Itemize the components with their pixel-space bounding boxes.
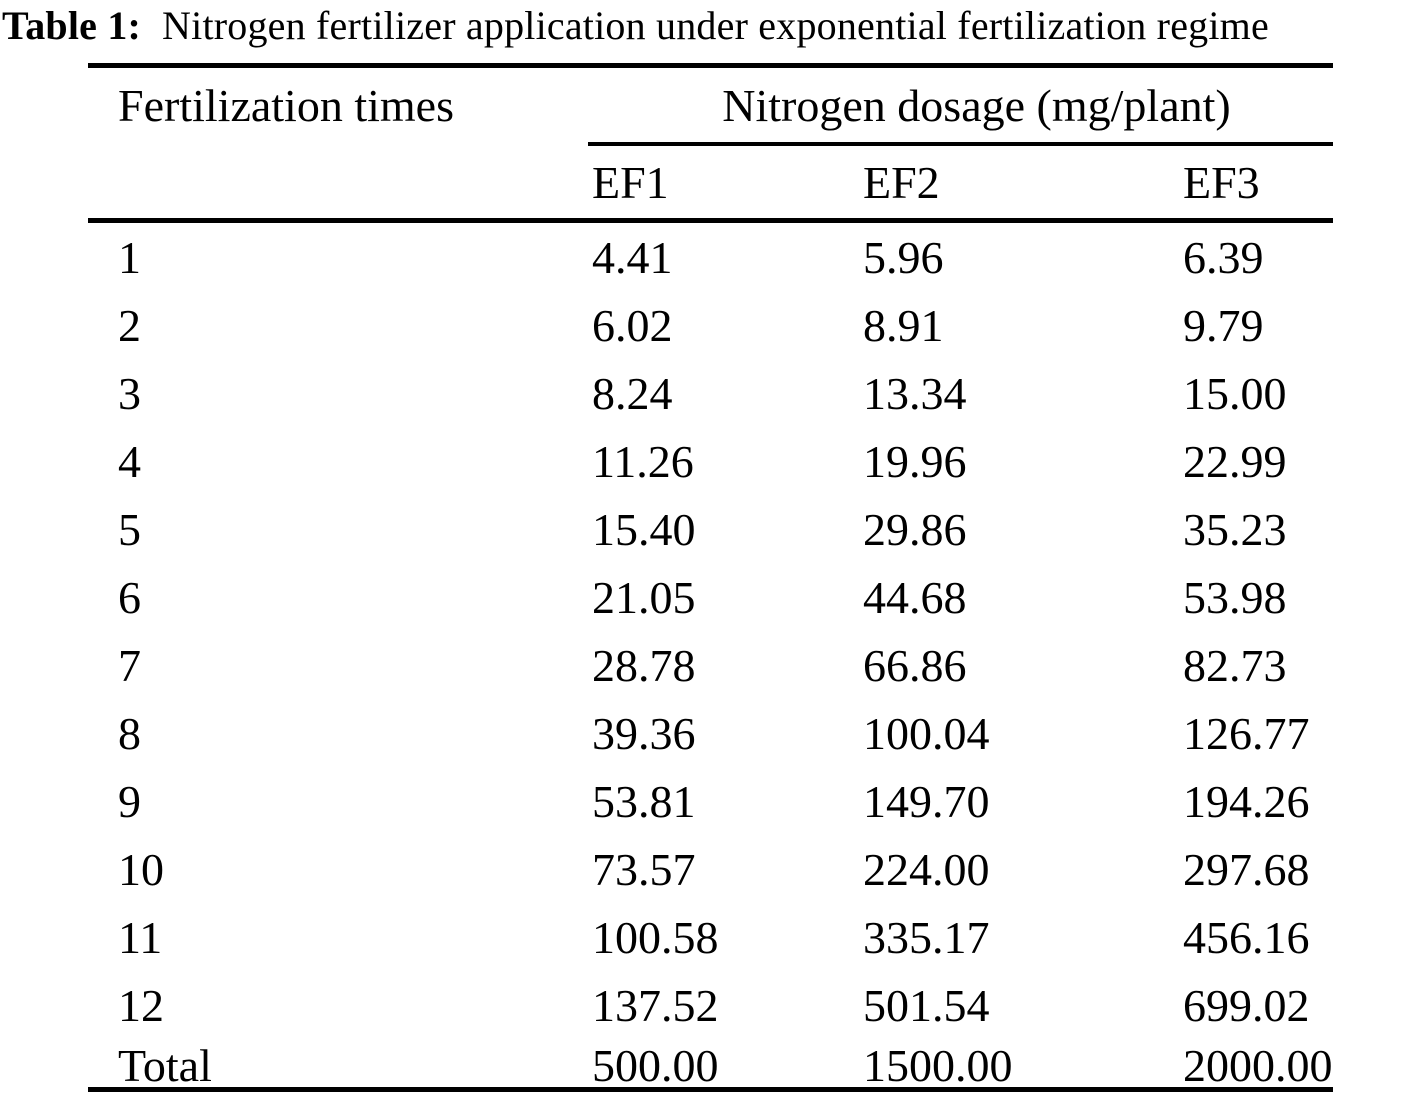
- table-row: 4 11.26 19.96 22.99: [88, 427, 1333, 495]
- data-table: Fertilization times Nitrogen dosage (mg/…: [88, 63, 1333, 1092]
- table-row: 1 4.41 5.96 6.39: [88, 223, 1333, 291]
- fertilization-time-cell: 5: [118, 503, 141, 555]
- ef3-value-cell: 456.16: [1183, 911, 1310, 963]
- group-header-rule: [588, 142, 1333, 146]
- ef1-value-cell: 73.57: [592, 843, 696, 895]
- ef3-value-cell: 15.00: [1183, 367, 1287, 419]
- ef1-value-cell: 100.58: [592, 911, 719, 963]
- table-total-row: Total 500.00 1500.00 2000.00: [88, 1039, 1333, 1091]
- ef1-total-cell: 500.00: [592, 1040, 719, 1091]
- ef1-value-cell: 39.36: [592, 707, 696, 759]
- table-row: 11 100.58 335.17 456.16: [88, 903, 1333, 971]
- table-row: 5 15.40 29.86 35.23: [88, 495, 1333, 563]
- fertilization-time-cell: 7: [118, 639, 141, 691]
- ef2-value-cell: 149.70: [863, 775, 990, 827]
- column-header-ef3: EF3: [1183, 156, 1260, 208]
- ef2-value-cell: 5.96: [863, 231, 944, 283]
- ef1-value-cell: 137.52: [592, 979, 719, 1031]
- ef1-value-cell: 28.78: [592, 639, 696, 691]
- ef2-value-cell: 224.00: [863, 843, 990, 895]
- table-caption-text: Nitrogen fertilizer application under ex…: [162, 3, 1269, 48]
- table-caption: Table 1: Nitrogen fertilizer application …: [2, 2, 1269, 49]
- ef2-value-cell: 66.86: [863, 639, 967, 691]
- ef3-value-cell: 53.98: [1183, 571, 1287, 623]
- ef3-total-cell: 2000.00: [1183, 1040, 1333, 1091]
- fertilization-time-cell: 1: [118, 231, 141, 283]
- table-caption-number: Table 1:: [2, 3, 142, 48]
- table-row: 9 53.81 149.70 194.26: [88, 767, 1333, 835]
- ef2-total-cell: 1500.00: [863, 1040, 1013, 1091]
- fertilization-time-cell: 11: [118, 911, 163, 963]
- fertilization-time-cell: 3: [118, 367, 141, 419]
- table-header-row-1: Fertilization times Nitrogen dosage (mg/…: [88, 68, 1333, 142]
- column-header-fertilization-times: Fertilization times: [118, 79, 454, 131]
- ef2-value-cell: 501.54: [863, 979, 990, 1031]
- column-header-ef1: EF1: [592, 156, 669, 208]
- ef1-value-cell: 4.41: [592, 231, 673, 283]
- ef3-value-cell: 297.68: [1183, 843, 1310, 895]
- ef3-value-cell: 699.02: [1183, 979, 1310, 1031]
- table-row: 12 137.52 501.54 699.02: [88, 971, 1333, 1039]
- ef1-value-cell: 11.26: [592, 435, 694, 487]
- ef1-value-cell: 15.40: [592, 503, 696, 555]
- table-bottom-rule: [88, 1087, 1333, 1092]
- ef2-value-cell: 8.91: [863, 299, 944, 351]
- ef3-value-cell: 126.77: [1183, 707, 1310, 759]
- ef1-value-cell: 53.81: [592, 775, 696, 827]
- table-row: 7 28.78 66.86 82.73: [88, 631, 1333, 699]
- ef3-value-cell: 9.79: [1183, 299, 1264, 351]
- ef3-value-cell: 6.39: [1183, 231, 1264, 283]
- ef3-value-cell: 82.73: [1183, 639, 1287, 691]
- table-row: 6 21.05 44.68 53.98: [88, 563, 1333, 631]
- column-group-header-nitrogen-dosage: Nitrogen dosage (mg/plant): [722, 79, 1231, 131]
- fertilization-time-cell: 2: [118, 299, 141, 351]
- ef1-value-cell: 8.24: [592, 367, 673, 419]
- ef3-value-cell: 35.23: [1183, 503, 1287, 555]
- ef1-value-cell: 6.02: [592, 299, 673, 351]
- ef3-value-cell: 22.99: [1183, 435, 1287, 487]
- table-row: 10 73.57 224.00 297.68: [88, 835, 1333, 903]
- table-row: 3 8.24 13.34 15.00: [88, 359, 1333, 427]
- ef2-value-cell: 100.04: [863, 707, 990, 759]
- table-row: 2 6.02 8.91 9.79: [88, 291, 1333, 359]
- ef3-value-cell: 194.26: [1183, 775, 1310, 827]
- header-bottom-rule: [88, 218, 1333, 223]
- table-header-row-2: EF1 EF2 EF3: [88, 146, 1333, 218]
- ef2-value-cell: 44.68: [863, 571, 967, 623]
- ef2-value-cell: 335.17: [863, 911, 990, 963]
- fertilization-time-cell: 8: [118, 707, 141, 759]
- column-header-ef2: EF2: [863, 156, 940, 208]
- total-label: Total: [118, 1040, 212, 1091]
- ef2-value-cell: 13.34: [863, 367, 967, 419]
- fertilization-time-cell: 10: [118, 843, 164, 895]
- ef2-value-cell: 29.86: [863, 503, 967, 555]
- fertilization-time-cell: 12: [118, 979, 164, 1031]
- ef1-value-cell: 21.05: [592, 571, 696, 623]
- ef2-value-cell: 19.96: [863, 435, 967, 487]
- fertilization-time-cell: 9: [118, 775, 141, 827]
- fertilization-time-cell: 6: [118, 571, 141, 623]
- fertilization-time-cell: 4: [118, 435, 141, 487]
- table-top-rule: [88, 63, 1333, 68]
- table-row: 8 39.36 100.04 126.77: [88, 699, 1333, 767]
